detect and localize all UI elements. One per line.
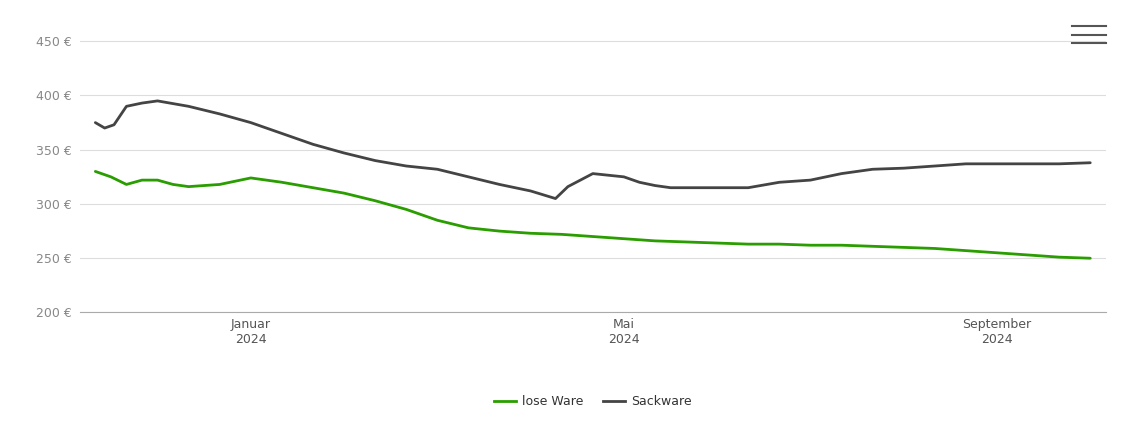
Legend: lose Ware, Sackware: lose Ware, Sackware	[489, 391, 697, 414]
